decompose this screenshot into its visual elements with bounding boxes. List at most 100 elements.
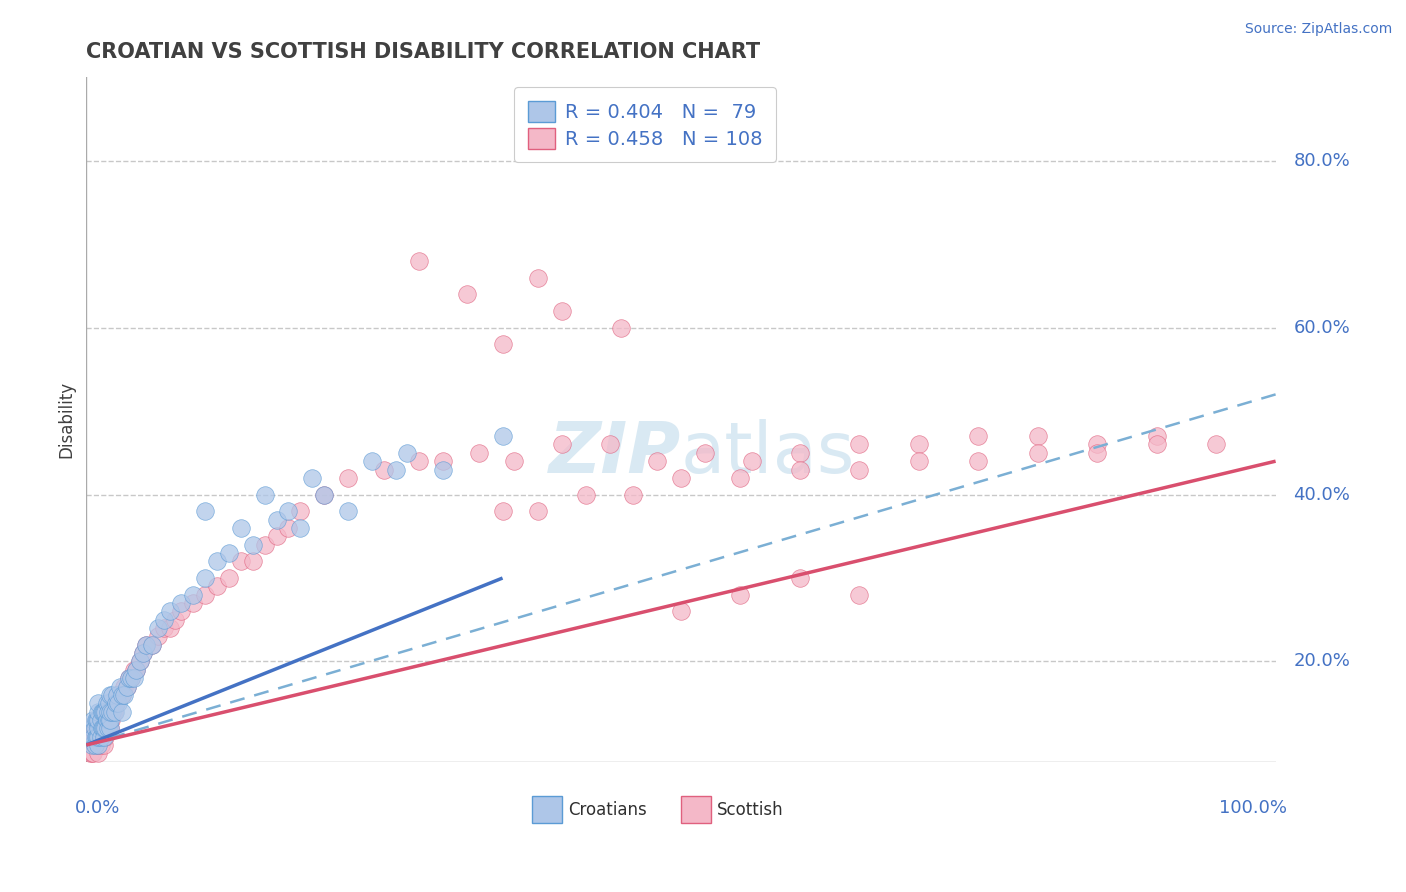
Point bbox=[90, 721, 112, 735]
Point bbox=[111, 688, 134, 702]
Point bbox=[93, 721, 115, 735]
Point bbox=[83, 738, 105, 752]
Point bbox=[290, 504, 312, 518]
Point bbox=[132, 646, 155, 660]
Point bbox=[242, 538, 264, 552]
Point bbox=[103, 705, 125, 719]
Point bbox=[82, 730, 104, 744]
Point bbox=[90, 738, 112, 752]
Point bbox=[183, 596, 205, 610]
Text: Croatians: Croatians bbox=[568, 801, 647, 819]
Point bbox=[97, 713, 120, 727]
Point bbox=[468, 446, 491, 460]
Point bbox=[290, 521, 312, 535]
Point bbox=[121, 671, 143, 685]
Point bbox=[266, 529, 288, 543]
Point bbox=[125, 663, 148, 677]
Point bbox=[83, 738, 105, 752]
Point bbox=[621, 487, 644, 501]
Point bbox=[336, 504, 359, 518]
Point bbox=[93, 721, 115, 735]
Point bbox=[87, 738, 110, 752]
Point bbox=[79, 747, 101, 761]
Point bbox=[152, 613, 174, 627]
Point bbox=[82, 730, 104, 744]
Point bbox=[266, 513, 288, 527]
Point bbox=[118, 671, 141, 685]
Point bbox=[122, 663, 145, 677]
Point bbox=[108, 688, 131, 702]
Point bbox=[93, 730, 115, 744]
Point bbox=[87, 730, 110, 744]
Point bbox=[87, 730, 110, 744]
Point bbox=[98, 705, 121, 719]
Point bbox=[93, 705, 115, 719]
Point bbox=[87, 696, 110, 710]
Point bbox=[789, 462, 811, 476]
Text: 20.0%: 20.0% bbox=[1294, 653, 1350, 671]
Point bbox=[94, 713, 117, 727]
Point bbox=[170, 604, 193, 618]
Point bbox=[97, 713, 120, 727]
Point bbox=[301, 471, 323, 485]
Point bbox=[101, 705, 124, 719]
Point bbox=[456, 287, 478, 301]
Point bbox=[115, 680, 138, 694]
Point bbox=[669, 471, 692, 485]
Point bbox=[527, 270, 550, 285]
Point bbox=[105, 696, 128, 710]
Point bbox=[373, 462, 395, 476]
Point bbox=[194, 588, 217, 602]
Point bbox=[82, 713, 104, 727]
Point bbox=[907, 454, 929, 468]
Point bbox=[82, 730, 104, 744]
Point bbox=[170, 596, 193, 610]
Point bbox=[253, 487, 276, 501]
Point bbox=[741, 454, 763, 468]
Point bbox=[229, 521, 252, 535]
Point bbox=[408, 253, 430, 268]
Point bbox=[128, 655, 150, 669]
Point bbox=[645, 454, 668, 468]
Point bbox=[242, 554, 264, 568]
Point bbox=[93, 738, 115, 752]
Point bbox=[277, 504, 299, 518]
Text: Scottish: Scottish bbox=[717, 801, 783, 819]
Point bbox=[87, 721, 110, 735]
Point bbox=[97, 705, 120, 719]
Point bbox=[115, 680, 138, 694]
Point bbox=[82, 747, 104, 761]
Point bbox=[98, 688, 121, 702]
Text: CROATIAN VS SCOTTISH DISABILITY CORRELATION CHART: CROATIAN VS SCOTTISH DISABILITY CORRELAT… bbox=[86, 42, 761, 62]
Point bbox=[86, 713, 108, 727]
Point bbox=[128, 655, 150, 669]
Point bbox=[98, 705, 121, 719]
Point bbox=[396, 446, 419, 460]
Point bbox=[253, 538, 276, 552]
Point bbox=[87, 747, 110, 761]
Point bbox=[277, 521, 299, 535]
Point bbox=[432, 454, 454, 468]
Point bbox=[84, 738, 107, 752]
Point bbox=[218, 571, 240, 585]
Point bbox=[104, 705, 127, 719]
Point bbox=[132, 646, 155, 660]
Point bbox=[82, 738, 104, 752]
Point bbox=[599, 437, 621, 451]
Point bbox=[97, 721, 120, 735]
Text: ZIP: ZIP bbox=[548, 419, 681, 488]
Point bbox=[141, 638, 163, 652]
Point bbox=[90, 721, 112, 735]
Point bbox=[96, 696, 118, 710]
Point bbox=[94, 721, 117, 735]
Point bbox=[121, 671, 143, 685]
Text: 60.0%: 60.0% bbox=[1294, 318, 1350, 336]
Point bbox=[87, 738, 110, 752]
Point bbox=[146, 621, 169, 635]
Point bbox=[848, 437, 870, 451]
Point bbox=[90, 713, 112, 727]
Text: Source: ZipAtlas.com: Source: ZipAtlas.com bbox=[1244, 22, 1392, 37]
Point bbox=[83, 721, 105, 735]
Point bbox=[907, 437, 929, 451]
Point bbox=[91, 730, 114, 744]
